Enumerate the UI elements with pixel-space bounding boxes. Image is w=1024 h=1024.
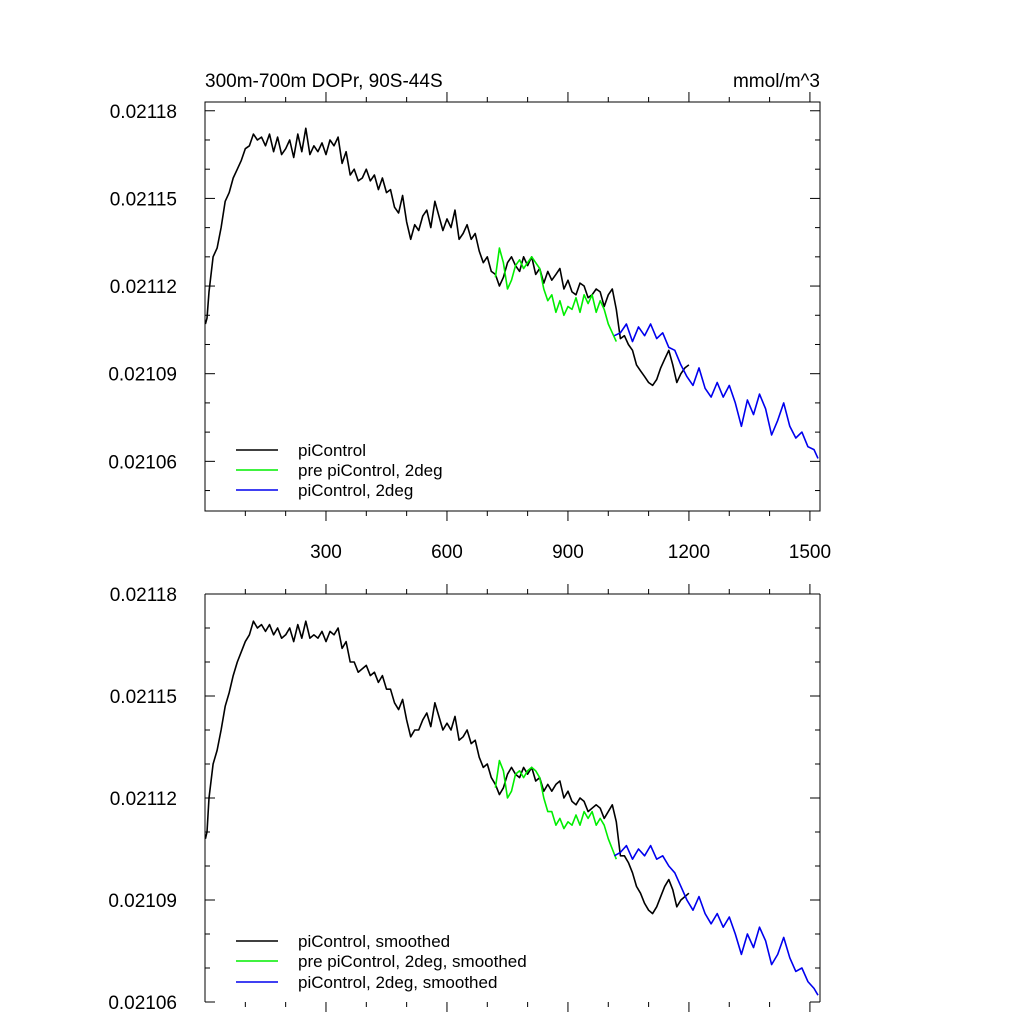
series-line-picontrol-smoothed (204, 620, 690, 915)
series-line-picontrol (204, 127, 690, 387)
y-tick-label: 0.02118 (110, 585, 177, 606)
top-panel-legend: piControl pre piControl, 2deg piControl,… (236, 441, 443, 500)
y-tick-label: 0.02112 (110, 277, 177, 298)
bottom-panel-frame (204, 593, 821, 1002)
x-tick-label: 300 (310, 542, 342, 563)
legend-label-picontrol-smoothed: piControl, smoothed (298, 932, 450, 951)
series-line-pre-picontrol-2deg-smoothed (494, 759, 618, 860)
x-tick-label: 900 (552, 542, 584, 563)
y-tick-label: 0.02109 (108, 891, 177, 912)
bottom-panel: 0.02106 0.02109 0.02112 0.02115 0.02118 piCo… (108, 584, 821, 1014)
series-line-picontrol-2deg (613, 323, 819, 459)
y-tick-label: 0.02109 (108, 365, 177, 386)
series-line-pre-picontrol-2deg (494, 247, 618, 342)
y-tick-label: 0.02118 (110, 102, 177, 123)
bottom-panel-ticks: 0.02106 0.02109 0.02112 0.02115 0.02118 (108, 584, 820, 1014)
legend-label-picontrol-2deg-smoothed: piControl, 2deg, smoothed (298, 973, 497, 992)
x-tick-label: 600 (431, 542, 463, 563)
top-panel-title: 300m-700m DOPr, 90S-44S (205, 71, 443, 92)
top-panel-frame (204, 101, 821, 512)
legend-label-picontrol: piControl (298, 441, 366, 460)
series-line-picontrol-2deg-smoothed (613, 844, 819, 996)
y-tick-label: 0.02115 (110, 687, 177, 708)
top-panel-ticks: 0.02106 0.02109 0.02112 0.02115 0.02118 300 60… (108, 92, 831, 563)
legend-label-pre-picontrol-2deg: pre piControl, 2deg (298, 461, 443, 480)
x-tick-label: 1200 (668, 542, 710, 563)
bottom-panel-legend: piControl, smoothed pre piControl, 2deg,… (236, 932, 527, 992)
x-tick-label: 1500 (789, 542, 831, 563)
legend-label-pre-picontrol-2deg-smoothed: pre piControl, 2deg, smoothed (298, 952, 527, 971)
legend-label-picontrol-2deg: piControl, 2deg (298, 481, 413, 500)
y-tick-label: 0.02106 (108, 993, 177, 1014)
top-panel-series (204, 127, 819, 459)
y-tick-label: 0.02106 (108, 452, 177, 473)
top-panel: 300m-700m DOPr, 90S-44S mmol/m^3 0.02106… (108, 71, 831, 563)
top-panel-units: mmol/m^3 (733, 71, 820, 92)
y-tick-label: 0.02112 (110, 789, 177, 810)
bottom-panel-series (204, 620, 819, 996)
y-tick-label: 0.02115 (110, 189, 177, 210)
